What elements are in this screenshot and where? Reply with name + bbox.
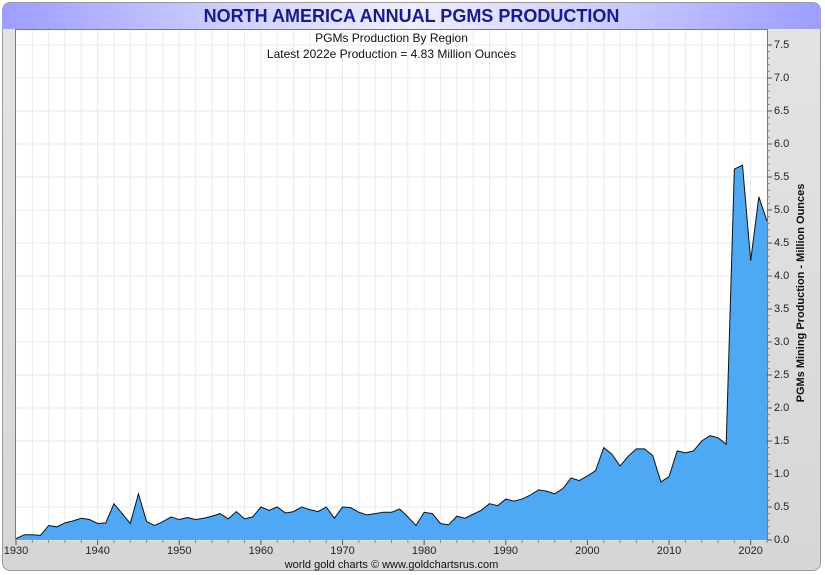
x-tick-label: 1990 <box>493 545 519 557</box>
y-tick-label: 6.0 <box>774 138 790 150</box>
area-series <box>15 164 768 540</box>
x-tick-label: 1950 <box>167 545 192 557</box>
area-line <box>15 164 768 540</box>
y-tick-label: 0.5 <box>774 501 790 513</box>
title-bar: NORTH AMERICA ANNUAL PGMS PRODUCTION <box>2 3 821 29</box>
y-tick-label: 0.0 <box>774 534 790 546</box>
y-tick-label: 1.0 <box>774 468 790 480</box>
area-fill <box>16 165 767 540</box>
x-tick-label: 1970 <box>330 545 355 557</box>
y-tick-label: 7.5 <box>774 39 790 51</box>
y-tick-label: 4.5 <box>774 237 790 249</box>
chart-credit: world gold charts © www.goldchartsrus.co… <box>284 559 499 571</box>
x-tick-label: 1930 <box>3 545 29 557</box>
y-tick-label: 3.5 <box>774 303 790 315</box>
x-tick-label: 2020 <box>738 545 763 557</box>
tick-marks <box>15 44 772 545</box>
y-axis-label: PGMs Mining Production - Million Ounces <box>795 183 807 403</box>
y-tick-label: 2.5 <box>774 369 790 381</box>
y-tick-label: 4.0 <box>774 270 790 282</box>
x-tick-label: 1940 <box>85 545 110 557</box>
y-tick-label: 5.5 <box>774 171 790 183</box>
x-tick-label: 1960 <box>248 545 274 557</box>
chart-subtitle: PGMs Production By Region <box>315 31 468 45</box>
y-tick-label: 5.0 <box>774 204 790 216</box>
y-tick-label: 2.0 <box>774 402 790 414</box>
chart-annotation: Latest 2022e Production = 4.83 Million O… <box>266 47 517 61</box>
chart-title: NORTH AMERICA ANNUAL PGMS PRODUCTION <box>203 6 620 26</box>
y-tick-label: 3.0 <box>774 336 790 348</box>
x-tick-label: 1980 <box>411 545 437 557</box>
y-tick-label: 7.0 <box>774 72 790 84</box>
y-tick-label: 1.5 <box>774 435 790 447</box>
y-tick-label: 6.5 <box>774 105 790 117</box>
x-tick-label: 2000 <box>575 545 600 557</box>
x-tick-label: 2010 <box>656 545 682 557</box>
